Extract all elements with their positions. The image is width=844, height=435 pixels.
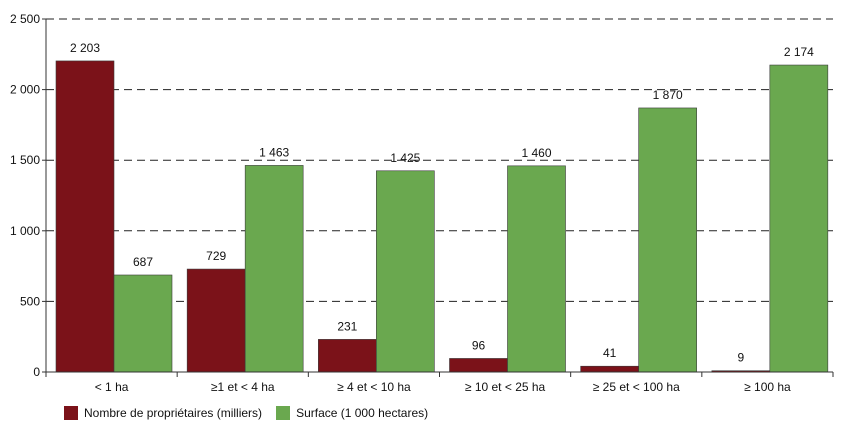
bar-surface — [507, 165, 566, 373]
data-label-owners: 729 — [206, 249, 226, 263]
bar-owners — [186, 268, 246, 373]
data-label-surface: 2 174 — [784, 45, 814, 59]
data-label-surface: 687 — [133, 255, 153, 269]
data-label-owners: 41 — [603, 346, 617, 360]
x-tick-label: < 1 ha — [95, 380, 129, 394]
gridlines — [46, 18, 833, 302]
y-tick-label: 1 500 — [10, 153, 40, 167]
y-tick-label: 500 — [20, 294, 40, 308]
legend: Nombre de propriétaires (milliers) Surfa… — [64, 406, 442, 420]
bar-surface — [376, 170, 435, 373]
y-tick-label: 2 000 — [10, 83, 40, 97]
bar-surface — [244, 165, 304, 373]
data-label-surface: 1 425 — [390, 151, 420, 165]
bar-surface — [113, 274, 173, 373]
data-label-surface: 1 460 — [521, 146, 551, 160]
legend-label-owners: Nombre de propriétaires (milliers) — [84, 406, 263, 420]
y-tick-label: 1 000 — [10, 224, 40, 238]
data-label-owners: 9 — [737, 351, 744, 365]
bar-owners — [580, 365, 639, 373]
data-label-surface: 1 463 — [259, 145, 289, 159]
y-tick-label: 2 500 — [10, 12, 40, 26]
y-tick-label: 0 — [33, 365, 40, 379]
data-label-surface: 1 870 — [653, 88, 683, 102]
x-tick-label: ≥ 25 et < 100 ha — [593, 380, 680, 394]
x-tick-label: ≥ 100 ha — [744, 380, 791, 394]
data-label-owners: 2 203 — [70, 41, 100, 55]
x-axis: < 1 ha ≥1 et < 4 ha ≥ 4 et < 10 ha ≥ 10 et … — [45, 371, 834, 394]
bar-owners — [449, 358, 508, 373]
data-label-owners: 96 — [472, 338, 486, 352]
bar-chart: 0 500 1 000 1 500 2 000 2 500 2 203 687 729 1 46… — [10, 12, 834, 394]
x-tick-label: ≥ 10 et < 25 ha — [465, 380, 546, 394]
legend-item-owners: Nombre de propriétaires (milliers) — [64, 406, 262, 420]
y-axis: 0 500 1 000 1 500 2 000 2 500 — [10, 12, 47, 379]
bar-owners — [55, 60, 115, 373]
x-tick-label: ≥1 et < 4 ha — [211, 380, 275, 394]
x-tick-label: ≥ 4 et < 10 ha — [337, 380, 411, 394]
legend-swatch-owners — [64, 406, 78, 420]
legend-item-surface: Surface (1 000 hectares) — [276, 406, 428, 420]
legend-swatch-surface — [276, 406, 291, 420]
bar-surface — [769, 64, 829, 373]
bars: 2 203 687 729 1 463 231 1 425 96 1 460 41 1 870 9 2… — [55, 41, 829, 373]
data-label-owners: 231 — [337, 319, 357, 333]
bar-surface — [638, 107, 697, 373]
bar-owners — [318, 339, 377, 373]
legend-label-surface: Surface (1 000 hectares) — [296, 406, 429, 420]
